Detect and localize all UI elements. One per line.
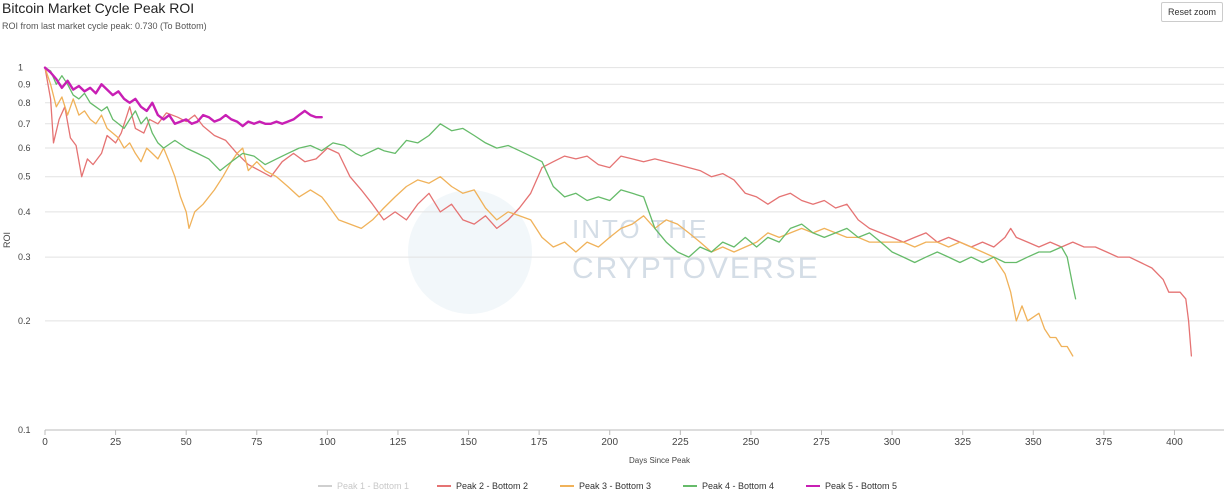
x-tick-label: 375 [1096, 437, 1113, 448]
legend-item-3[interactable]: Peak 3 - Bottom 3 [560, 480, 651, 492]
legend-swatch [437, 485, 451, 487]
y-tick-label: 0.5 [18, 172, 31, 182]
legend-label: Peak 1 - Bottom 1 [337, 481, 410, 491]
x-tick-label: 25 [110, 437, 122, 448]
x-tick-label: 150 [460, 437, 477, 448]
legend-swatch [683, 485, 697, 487]
y-tick-label: 0.1 [18, 425, 31, 435]
x-tick-label: 200 [601, 437, 618, 448]
legend-label: Peak 4 - Bottom 4 [702, 481, 775, 491]
reset-zoom-button[interactable]: Reset zoom [1161, 2, 1223, 22]
series-line-2 [44, 67, 1193, 357]
series-line-5 [43, 66, 323, 128]
series-line-4 [44, 67, 1077, 300]
series-line-3 [44, 67, 1074, 357]
y-tick-label: 0.3 [18, 252, 31, 262]
x-axis-title: Days Since Peak [629, 456, 691, 465]
legend-item-2[interactable]: Peak 2 - Bottom 2 [437, 480, 528, 492]
chart-subtitle: ROI from last market cycle peak: 0.730 (… [2, 21, 207, 31]
x-tick-label: 300 [884, 437, 901, 448]
x-tick-label: 225 [672, 437, 689, 448]
x-tick-label: 325 [954, 437, 971, 448]
legend-item-1[interactable]: Peak 1 - Bottom 1 [318, 480, 409, 492]
y-tick-label: 0.9 [18, 79, 31, 89]
x-tick-label: 100 [319, 437, 336, 448]
x-tick-label: 275 [813, 437, 830, 448]
chart-legend: Peak 1 - Bottom 1 Peak 2 - Bottom 2 Peak 3… [0, 480, 1230, 492]
y-tick-label: 1 [18, 63, 23, 73]
y-tick-label: 0.6 [18, 143, 31, 153]
y-tick-label: 0.8 [18, 98, 31, 108]
y-tick-label: 0.4 [18, 207, 31, 217]
watermark-logo-icon [408, 190, 532, 314]
x-tick-label: 400 [1166, 437, 1183, 448]
y-tick-label: 0.7 [18, 119, 31, 129]
x-tick-label: 50 [181, 437, 193, 448]
legend-label: Peak 3 - Bottom 3 [579, 481, 652, 491]
y-tick-label: 0.2 [18, 316, 31, 326]
legend-label: Peak 2 - Bottom 2 [456, 481, 529, 491]
x-tick-label: 250 [743, 437, 760, 448]
legend-label: Peak 5 - Bottom 5 [825, 481, 898, 491]
x-tick-label: 175 [531, 437, 548, 448]
legend-swatch [318, 485, 332, 487]
legend-item-5[interactable]: Peak 5 - Bottom 5 [806, 480, 897, 492]
x-tick-label: 350 [1025, 437, 1042, 448]
x-tick-label: 0 [42, 437, 48, 448]
x-tick-label: 125 [390, 437, 407, 448]
legend-swatch [560, 485, 574, 487]
legend-swatch [806, 485, 820, 487]
chart-title: Bitcoin Market Cycle Peak ROI [2, 0, 195, 16]
roi-line-chart: 1 0.9 0.8 0.7 0.6 0.5 0.4 0.3 0.2 0.1 0 25 50 75 100 12… [2, 63, 1224, 465]
y-axis-title: ROI [2, 232, 12, 248]
legend-item-4[interactable]: Peak 4 - Bottom 4 [683, 480, 774, 492]
x-tick-label: 75 [251, 437, 263, 448]
